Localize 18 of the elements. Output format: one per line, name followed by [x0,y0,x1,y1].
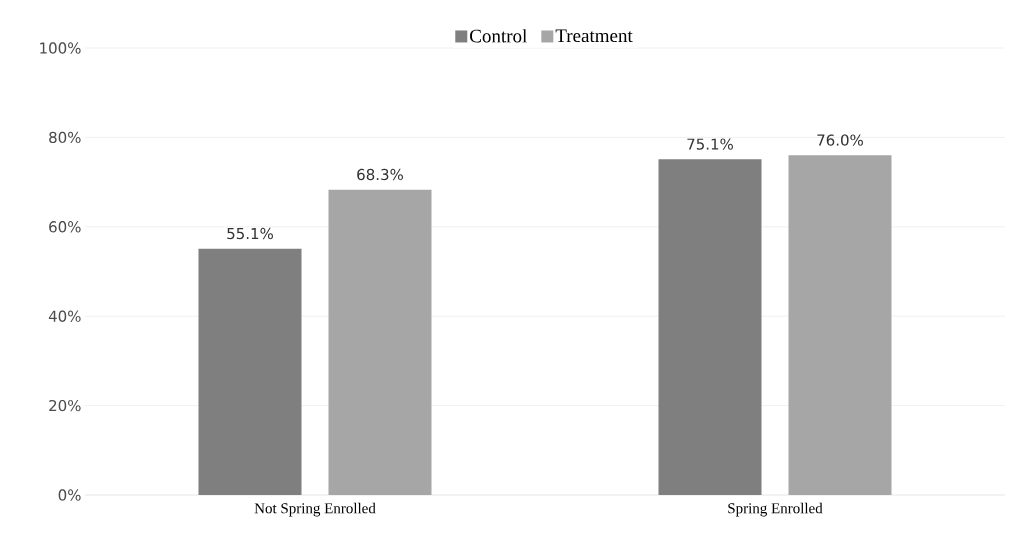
bar [658,159,762,495]
data-label: 68.3% [357,168,403,181]
data-label: 75.1% [687,138,733,150]
y-tick-label: 0% [58,489,81,501]
y-tick-label: 40% [48,310,81,322]
bar [328,189,432,495]
y-tick-label: 20% [49,399,81,412]
data-label: 55.1% [227,227,273,240]
x-tick-label: Spring Enrolled [728,502,823,517]
legend-label: Control [470,29,527,43]
y-tick-label: 100% [40,42,81,54]
x-tick-label: Not Spring Enrolled [254,502,376,517]
data-label: 76.0% [817,134,863,146]
bar [788,155,892,495]
legend-label: Treatment [555,29,633,43]
y-tick-label: 80% [49,131,81,144]
y-tick-label: 60% [49,221,81,233]
bar [198,248,302,495]
